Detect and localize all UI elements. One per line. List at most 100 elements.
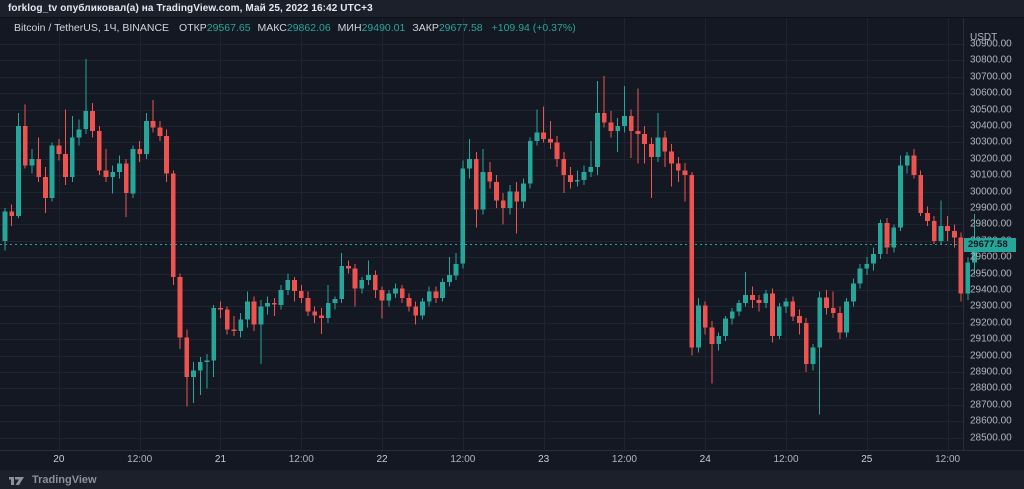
price-tick: 30700.00 xyxy=(970,71,1012,83)
candle xyxy=(965,257,971,300)
candle xyxy=(628,109,634,158)
price-tick: 30000.00 xyxy=(970,186,1012,198)
candle xyxy=(265,296,270,315)
candle xyxy=(595,80,600,176)
candle xyxy=(682,162,688,202)
candle xyxy=(548,121,553,149)
candle xyxy=(312,306,318,323)
candle xyxy=(871,247,876,271)
candle xyxy=(918,170,924,217)
candle xyxy=(393,283,398,299)
candle xyxy=(386,290,392,307)
candle xyxy=(487,162,493,189)
candle xyxy=(43,167,48,213)
candle xyxy=(137,140,143,163)
candle xyxy=(770,288,775,343)
axis-borders xyxy=(0,18,1024,451)
candle xyxy=(649,137,654,199)
price-tick: 30300.00 xyxy=(970,136,1012,148)
candle xyxy=(783,298,789,313)
candle xyxy=(837,306,843,340)
candle xyxy=(615,117,621,153)
high-label: МАКС xyxy=(257,22,287,34)
candle xyxy=(426,286,432,307)
low-value: 29490.01 xyxy=(361,22,406,34)
candle xyxy=(406,293,412,312)
symbol-title: Bitcoin / TetherUS, 1Ч, BINANCE xyxy=(14,22,170,34)
candle xyxy=(925,206,930,227)
candle xyxy=(440,278,445,302)
candle xyxy=(399,285,405,304)
candle xyxy=(238,313,244,338)
open-label: ОТКР xyxy=(179,22,207,34)
candle xyxy=(305,291,311,317)
time-tick-day: 22 xyxy=(376,454,388,465)
price-axis[interactable]: USDT 30900.00 30800.00 30700.00 30600.00 305… xyxy=(963,18,1024,450)
tradingview-logo[interactable] xyxy=(9,474,26,486)
candle xyxy=(588,140,594,177)
candle xyxy=(150,99,156,133)
price-tick: 28700.00 xyxy=(970,399,1012,411)
candle xyxy=(467,139,472,179)
snapshot-footer: TradingView xyxy=(0,470,1024,489)
close-value: 29677.58 xyxy=(438,22,483,34)
open-value: 29567.65 xyxy=(206,22,251,34)
price-tick: 29600.00 xyxy=(970,251,1012,263)
candle xyxy=(319,308,324,335)
candle xyxy=(554,135,560,167)
candle xyxy=(568,167,573,189)
candle xyxy=(561,152,567,194)
price-tick: 29100.00 xyxy=(970,333,1012,345)
candle xyxy=(534,109,540,146)
candle xyxy=(170,170,176,286)
candle xyxy=(743,272,748,307)
candle xyxy=(103,149,109,182)
candle xyxy=(662,130,668,167)
candle xyxy=(797,309,802,335)
candle xyxy=(339,253,345,304)
candle xyxy=(346,260,351,274)
candle xyxy=(36,137,42,182)
candle xyxy=(379,286,385,319)
candle xyxy=(204,354,210,389)
candle xyxy=(76,119,82,146)
candle xyxy=(285,273,291,295)
candle xyxy=(251,296,257,331)
candle xyxy=(258,299,264,364)
candle xyxy=(790,296,796,322)
time-axis[interactable]: 20 12:00 21 12:00 22 12:00 23 12:00 24 12:00 25 12:… xyxy=(0,450,1024,470)
candle xyxy=(958,232,964,302)
candle xyxy=(56,139,62,161)
time-tick-day: 25 xyxy=(861,454,873,465)
open-readout: ОТКР29567.65 xyxy=(179,22,251,34)
time-tick-day: 21 xyxy=(214,454,227,465)
candle xyxy=(278,285,284,310)
time-tick-day: 23 xyxy=(538,454,550,465)
time-tick-hour: 12:00 xyxy=(288,454,314,465)
candle xyxy=(810,344,816,371)
candle xyxy=(96,126,102,176)
price-tick: 28500.00 xyxy=(970,432,1012,444)
candle xyxy=(884,217,890,254)
candle xyxy=(931,216,937,245)
candle xyxy=(844,298,849,338)
candle xyxy=(292,276,297,302)
candle xyxy=(824,290,829,315)
price-tick: 29300.00 xyxy=(970,300,1012,312)
candle xyxy=(763,290,769,308)
candle xyxy=(359,276,365,294)
currency-label: USDT xyxy=(970,32,998,43)
candle xyxy=(527,137,533,189)
price-tick: 29400.00 xyxy=(970,284,1012,296)
candle xyxy=(702,301,708,335)
time-tick-hour: 12:00 xyxy=(611,454,637,465)
candle xyxy=(736,299,742,317)
price-tick: 30800.00 xyxy=(970,54,1012,66)
candle xyxy=(635,88,641,164)
candle xyxy=(494,175,499,208)
high-readout: МАКС29862.06 xyxy=(258,22,331,34)
candle xyxy=(245,291,250,328)
last-price-value: 29677.58 xyxy=(968,239,1008,250)
